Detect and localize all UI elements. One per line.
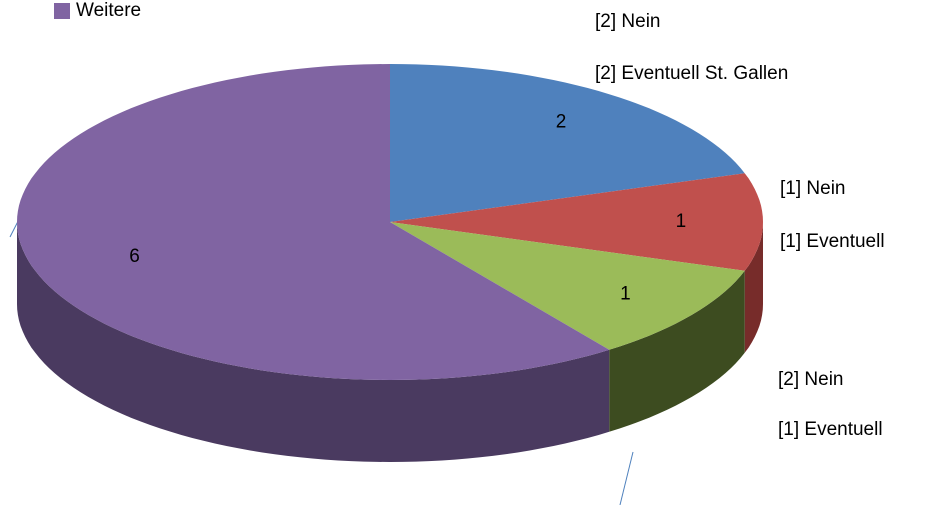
data-label: 6 (129, 246, 140, 267)
data-label: 1 (676, 211, 687, 232)
annotation: [2] Eventuell St. Gallen (595, 63, 788, 84)
legend-label: Weitere (76, 0, 141, 21)
annotation: [1] Eventuell (780, 231, 885, 252)
slice (390, 173, 763, 271)
data-label: 2 (556, 111, 567, 132)
slice-side (17, 222, 610, 462)
leader-line (619, 451, 634, 505)
annotation: [2] Nein (778, 369, 843, 390)
slice (17, 64, 610, 380)
annotation: [1] Eventuell (778, 419, 883, 440)
annotation: [1] Nein (780, 178, 845, 199)
slice (390, 64, 745, 222)
slice-side (609, 270, 745, 432)
legend-swatch (54, 3, 70, 19)
slice (390, 222, 745, 350)
data-label: 1 (620, 283, 631, 304)
slice-side (744, 222, 763, 353)
annotation: [2] Nein (595, 11, 660, 32)
